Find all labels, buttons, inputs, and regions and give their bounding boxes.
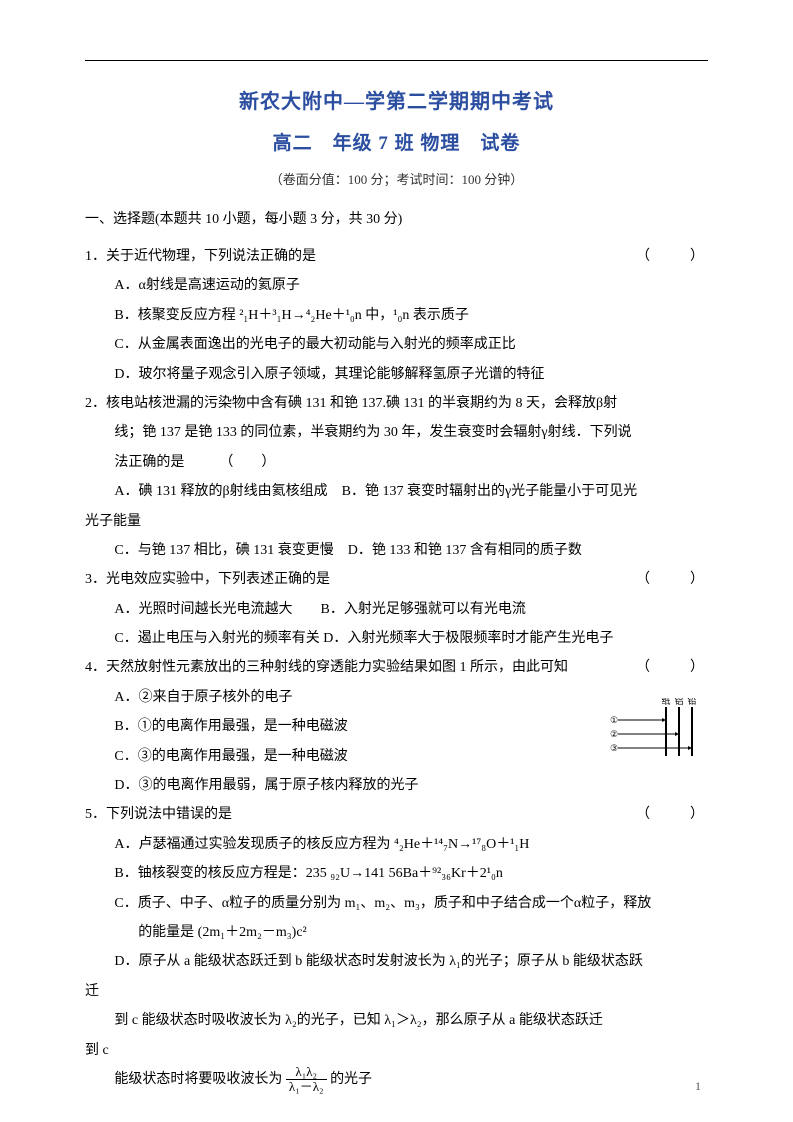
answer-blank: （ ） [636, 800, 708, 829]
svg-text:铝: 铝 [674, 698, 683, 706]
q1-option-a: A．α射线是高速运动的氦原子 [85, 271, 708, 300]
q2-stem-b: 线；铯 137 是铯 133 的同位素，半衰期约为 30 年，发生衰变时会辐射γ… [85, 418, 708, 447]
q2-option-cd: C．与铯 137 相比，碘 131 衰变更慢 D．铯 133 和铯 137 含有… [85, 536, 708, 565]
top-rule [85, 60, 708, 61]
svg-text:③: ③ [610, 743, 618, 753]
q5-option-d1: D．原子从 a 能级状态跃迁到 b 能级状态时发射波长为 λ₁的光子；原子从 b… [85, 947, 708, 976]
fraction: λ₁λ₂ λ₁－λ₂ [286, 1065, 327, 1095]
q5-stem-text: 5．下列说法中错误的是 [85, 807, 232, 822]
q2-option-ab2: 光子能量 [85, 507, 708, 536]
q4-stem: 4．天然放射性元素放出的三种射线的穿透能力实验结果如图 1 所示，由此可知 （ … [85, 653, 708, 682]
q3-stem-text: 3．光电效应实验中，下列表述正确的是 [85, 572, 330, 587]
q5-option-a: A．卢瑟福通过实验发现质子的核反应方程为 ⁴₂He＋¹⁴₇N→¹⁷₈O＋¹₁H [85, 830, 708, 859]
svg-text:纸: 纸 [661, 698, 670, 706]
q5-option-c2: 的能量是 (2m₁＋2m₂－m₃)c² [85, 918, 708, 947]
svg-text:②: ② [610, 729, 618, 739]
svg-text:铅: 铅 [687, 698, 696, 706]
exam-title-line2: 高二 年级 7 班 物理 试卷 [85, 128, 708, 155]
q2-option-ab: A．碘 131 释放的β射线由氦核组成 B．铯 137 衰变时辐射出的γ光子能量… [85, 477, 708, 506]
answer-blank: （ ） [636, 653, 708, 682]
q4-option-d: D．③的电离作用最弱，属于原子核内释放的光子 [85, 771, 708, 800]
q3-stem: 3．光电效应实验中，下列表述正确的是 （ ） [85, 565, 708, 594]
q1-option-b: B．核聚变反应方程 ²₁H＋³₁H→⁴₂He＋¹₀n 中，¹₀n 表示质子 [85, 301, 708, 330]
q2-stem-c: 法正确的是 （ ） [85, 448, 708, 477]
q4-stem-text: 4．天然放射性元素放出的三种射线的穿透能力实验结果如图 1 所示，由此可知 [85, 660, 568, 675]
q3-option-ab: A．光照时间越长光电流越大 B．入射光足够强就可以有光电流 [85, 595, 708, 624]
q1-option-d: D．玻尔将量子观念引入原子领域，其理论能够解释氢原子光谱的特征 [85, 360, 708, 389]
fraction-denominator: λ₁－λ₂ [286, 1080, 327, 1094]
q5-option-c1: C．质子、中子、α粒子的质量分别为 m₁、m₂、m₃，质子和中子结合成一个α粒子… [85, 889, 708, 918]
fraction-numerator: λ₁λ₂ [286, 1065, 327, 1080]
page-number: 1 [695, 1079, 701, 1094]
svg-text:①: ① [610, 715, 618, 725]
q1-option-c: C．从金属表面逸出的光电子的最大初动能与入射光的频率成正比 [85, 330, 708, 359]
q5-d3-prefix: 能级状态时将要吸收波长为 [114, 1072, 282, 1087]
q1-stem: 1．关于近代物理，下列说法正确的是 （ ） [85, 242, 708, 271]
q5-d3-suffix: 的光子 [330, 1072, 372, 1087]
q5-stem: 5．下列说法中错误的是 （ ） [85, 800, 708, 829]
q5-option-d1b: 迁 [85, 977, 708, 1006]
section-heading: 一、选择题(本题共 10 小题，每小题 3 分，共 30 分) [85, 206, 708, 234]
q5-option-b: B．铀核裂变的核反应方程是：235 ₉₂U→141 56Ba＋⁹²₃₆Kr＋2¹… [85, 859, 708, 888]
q5-option-d3: 能级状态时将要吸收波长为 λ₁λ₂ λ₁－λ₂ 的光子 [85, 1065, 708, 1095]
q1-stem-text: 1．关于近代物理，下列说法正确的是 [85, 249, 316, 264]
q5-option-d2: 到 c 能级状态时吸收波长为 λ₂的光子，已知 λ₁＞λ₂，那么原子从 a 能级… [85, 1006, 708, 1035]
q3-option-cd: C．遏止电压与入射光的频率有关 D．入射光频率大于极限频率时才能产生光电子 [85, 624, 708, 653]
answer-blank: （ ） [636, 242, 708, 271]
q2-stem-a: 2．核电站核泄漏的污染物中含有碘 131 和铯 137.碘 131 的半衰期约为… [85, 389, 708, 418]
q5-option-d2b: 到 c [85, 1036, 708, 1065]
q4-figure: 纸铝铅 ① ② ③ [608, 698, 703, 768]
exam-subtitle: （卷面分值：100 分；考试时间：100 分钟） [85, 169, 708, 188]
exam-title-line1: 新农大附中—学第二学期期中考试 [85, 85, 708, 114]
answer-blank: （ ） [636, 565, 708, 594]
